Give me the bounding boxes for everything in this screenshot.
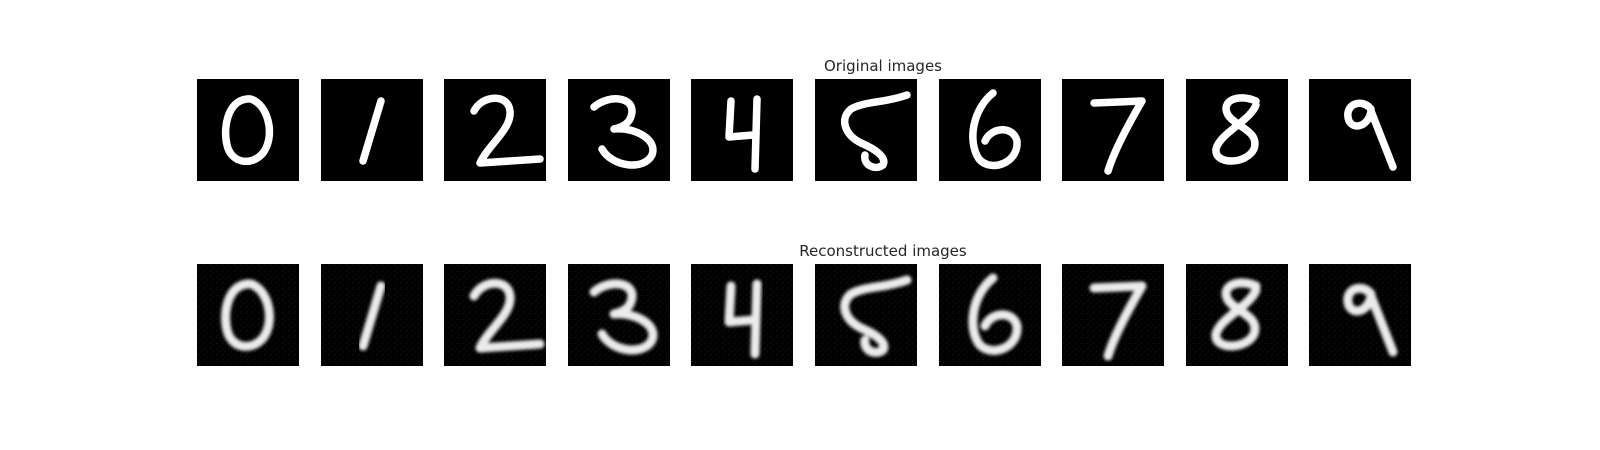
digit-1-stroke — [359, 97, 385, 165]
digit-2-stroke — [470, 94, 544, 167]
reconstructed-image-digit-6 — [939, 264, 1041, 366]
digit-3-stroke — [589, 279, 658, 355]
reconstructed-image-digit-7 — [1062, 264, 1164, 366]
digit-6-stroke — [969, 89, 1021, 170]
digit-4-stroke — [724, 279, 762, 359]
original-images-title: Original images — [823, 57, 942, 75]
digit-7-stroke — [1090, 97, 1146, 175]
digit-8-stroke — [1211, 278, 1261, 351]
original-image-digit-9 — [1309, 79, 1411, 181]
digit-0-stroke — [221, 279, 274, 351]
digit-8-stroke — [1212, 94, 1260, 165]
original-image-digit-2 — [444, 79, 546, 181]
reconstructed-image-digit-1 — [321, 264, 423, 366]
original-image-digit-6 — [939, 79, 1041, 181]
reconstructed-images-title: Reconstructed images — [799, 242, 967, 260]
digit-9-stroke — [1344, 99, 1397, 171]
digit-5-stroke — [840, 91, 911, 172]
reconstructed-image-digit-3 — [568, 264, 670, 366]
reconstructed-image-digit-2 — [444, 264, 546, 366]
digit-2-stroke — [469, 278, 545, 353]
original-image-digit-7 — [1062, 79, 1164, 181]
digit-0-stroke — [221, 95, 274, 166]
digit-5-stroke — [840, 275, 912, 357]
original-image-digit-1 — [321, 79, 423, 181]
digit-3-stroke — [590, 95, 657, 169]
digit-9-stroke — [1343, 283, 1398, 357]
digit-6-stroke — [968, 273, 1022, 355]
original-image-digit-0 — [197, 79, 299, 181]
original-image-digit-3 — [568, 79, 670, 181]
digit-7-stroke — [1089, 281, 1147, 361]
reconstructed-image-digit-4 — [691, 264, 793, 366]
original-image-digit-5 — [815, 79, 917, 181]
original-image-digit-4 — [691, 79, 793, 181]
original-image-digit-8 — [1186, 79, 1288, 181]
digit-4-stroke — [725, 95, 761, 173]
reconstructed-image-digit-0 — [197, 264, 299, 366]
digit-1-stroke — [358, 281, 386, 351]
reconstructed-image-digit-9 — [1309, 264, 1411, 366]
reconstructed-image-digit-5 — [815, 264, 917, 366]
reconstructed-image-digit-8 — [1186, 264, 1288, 366]
